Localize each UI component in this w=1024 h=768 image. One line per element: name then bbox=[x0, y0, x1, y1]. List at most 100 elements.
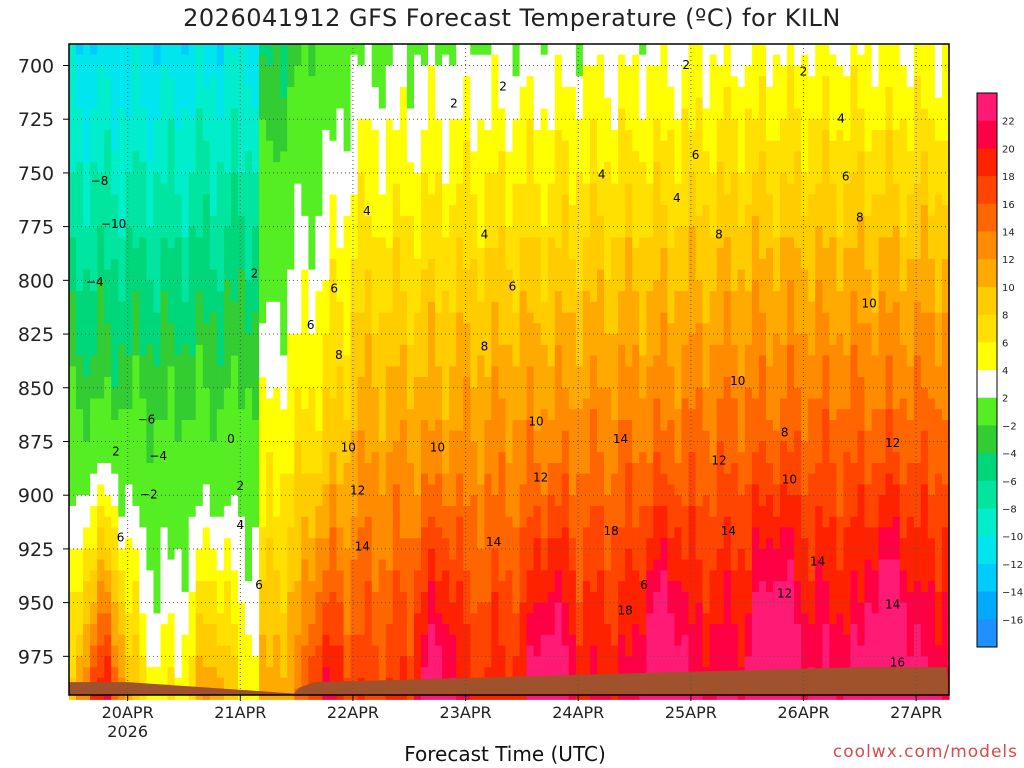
colorbar-swatch bbox=[977, 231, 997, 260]
contour-label: 18 bbox=[618, 604, 633, 618]
colorbar-swatch bbox=[977, 342, 997, 371]
contour-label: 12 bbox=[777, 587, 792, 601]
contour-label: 6 bbox=[509, 279, 517, 293]
contour-label: −4 bbox=[149, 449, 167, 463]
y-tick-label: 750 bbox=[18, 163, 54, 185]
colorbar-swatch bbox=[977, 397, 997, 426]
colorbar-swatch bbox=[977, 120, 997, 149]
contour-label: 10 bbox=[528, 415, 543, 429]
contour-label: 2 bbox=[112, 445, 120, 459]
colorbar-swatch bbox=[977, 93, 997, 122]
colorbar-label: −4 bbox=[1002, 449, 1017, 460]
colorbar-swatch bbox=[977, 314, 997, 343]
contour-label: 6 bbox=[255, 578, 263, 592]
contour-label: 2 bbox=[682, 58, 690, 72]
y-tick-label: 850 bbox=[18, 378, 54, 400]
contour-label: 10 bbox=[341, 440, 356, 454]
colorbar-swatch bbox=[977, 536, 997, 565]
colorbar-frame bbox=[976, 92, 998, 648]
contour-label: 2 bbox=[236, 479, 244, 493]
y-tick-label: 925 bbox=[18, 539, 54, 561]
colorbar-swatch bbox=[977, 203, 997, 232]
colorbar-swatch bbox=[977, 563, 997, 592]
colorbar-swatch bbox=[977, 453, 997, 482]
contour-label: 6 bbox=[330, 281, 338, 295]
credit-link[interactable]: coolwx.com/models bbox=[832, 742, 1018, 762]
colorbar-label: 2 bbox=[1002, 394, 1008, 405]
contour-label: 4 bbox=[673, 191, 681, 205]
colorbar-label: 22 bbox=[1002, 117, 1015, 128]
colorbar-label: −8 bbox=[1002, 505, 1017, 516]
contour-label: 10 bbox=[730, 374, 745, 388]
colorbar-swatch bbox=[977, 286, 997, 315]
x-tick-label: 20APR bbox=[102, 703, 154, 722]
colorbar-label: 18 bbox=[1002, 172, 1015, 183]
contour-label: 6 bbox=[842, 170, 850, 184]
contour-label: 10 bbox=[782, 473, 797, 487]
plot-frame bbox=[68, 43, 950, 696]
contour-label: 6 bbox=[692, 148, 700, 162]
x-tick-label: 21APR bbox=[214, 703, 266, 722]
colorbar-label: 16 bbox=[1002, 200, 1015, 211]
y-tick-label: 725 bbox=[18, 109, 54, 131]
grid bbox=[69, 44, 949, 695]
contour-label: 4 bbox=[363, 204, 371, 218]
contour-label: 14 bbox=[721, 524, 736, 538]
colorbar-label: 6 bbox=[1002, 338, 1008, 349]
contour-label: 14 bbox=[613, 432, 628, 446]
x-tick-label: 25APR bbox=[665, 703, 717, 722]
x-tick-sublabel: 2026 bbox=[107, 722, 148, 741]
contour-label: 10 bbox=[862, 297, 877, 311]
terrain bbox=[69, 667, 949, 695]
contour-label: 6 bbox=[307, 318, 315, 332]
contour-label: 2 bbox=[450, 97, 458, 111]
colorbar-label: 12 bbox=[1002, 255, 1015, 266]
y-tick-label: 950 bbox=[18, 593, 54, 615]
contour-label: 12 bbox=[711, 453, 726, 467]
colorbar-swatch bbox=[977, 370, 997, 399]
colorbar-swatch bbox=[977, 591, 997, 620]
contour-label: 12 bbox=[885, 436, 900, 450]
contour-label: −4 bbox=[86, 275, 104, 289]
colorbar-swatch bbox=[977, 425, 997, 454]
contour-label: 14 bbox=[486, 535, 501, 549]
contour-label: 8 bbox=[856, 211, 864, 225]
contour-label: 2 bbox=[499, 80, 507, 94]
contour-label: 8 bbox=[715, 228, 723, 242]
colorbar-swatch bbox=[977, 480, 997, 509]
y-tick-label: 975 bbox=[18, 646, 54, 668]
colorbar-swatch bbox=[977, 148, 997, 177]
contour-label: 4 bbox=[236, 518, 244, 532]
x-tick-label: 26APR bbox=[777, 703, 829, 722]
colorbar-swatch bbox=[977, 176, 997, 205]
contour-label: 4 bbox=[837, 112, 845, 126]
x-axis-label: Forecast Time (UTC) bbox=[404, 742, 606, 766]
colorbar-label: −12 bbox=[1002, 560, 1023, 571]
contour-label: 2 bbox=[251, 266, 259, 280]
y-tick-label: 900 bbox=[18, 485, 54, 507]
colorbar: 22 20 18 16 14 12 10 8 6 4 2 −2 −4 −6 −8 −10 −12 −14 −16 bbox=[976, 92, 1023, 648]
colorbar-label: 10 bbox=[1002, 283, 1015, 294]
contour-label: 2 bbox=[800, 64, 808, 78]
colorbar-label: −6 bbox=[1002, 477, 1017, 488]
colorbar-label: −16 bbox=[1002, 615, 1023, 626]
colorbar-label: 14 bbox=[1002, 228, 1015, 239]
y-tick-label: 775 bbox=[18, 217, 54, 239]
contour-label: 4 bbox=[481, 228, 489, 242]
contour-label: 8 bbox=[335, 348, 343, 362]
contour-label: −2 bbox=[140, 488, 158, 502]
contour-label: 6 bbox=[117, 531, 125, 545]
contour-label: 14 bbox=[355, 539, 370, 553]
contour-label: 0 bbox=[227, 432, 235, 446]
contour-label: 14 bbox=[810, 554, 825, 568]
contour-labels: 2 2 2 2 2 2 −2 2 4 4 4 4 4 4 6 6 6 6 6 6 6 6 8 8 8 8 8 10 10 10 10 10 10… bbox=[86, 58, 905, 669]
chart-title: 2026041912 GFS Forecast Temperature (ºC)… bbox=[183, 4, 841, 32]
colorbar-label: 8 bbox=[1002, 311, 1008, 322]
contour-label: −10 bbox=[101, 217, 126, 231]
y-tick-label: 825 bbox=[18, 324, 54, 346]
x-tick-label: 27APR bbox=[890, 703, 942, 722]
y-tick-label: 800 bbox=[18, 270, 54, 292]
contour-label: 12 bbox=[350, 483, 365, 497]
contour-label: 8 bbox=[481, 339, 489, 353]
